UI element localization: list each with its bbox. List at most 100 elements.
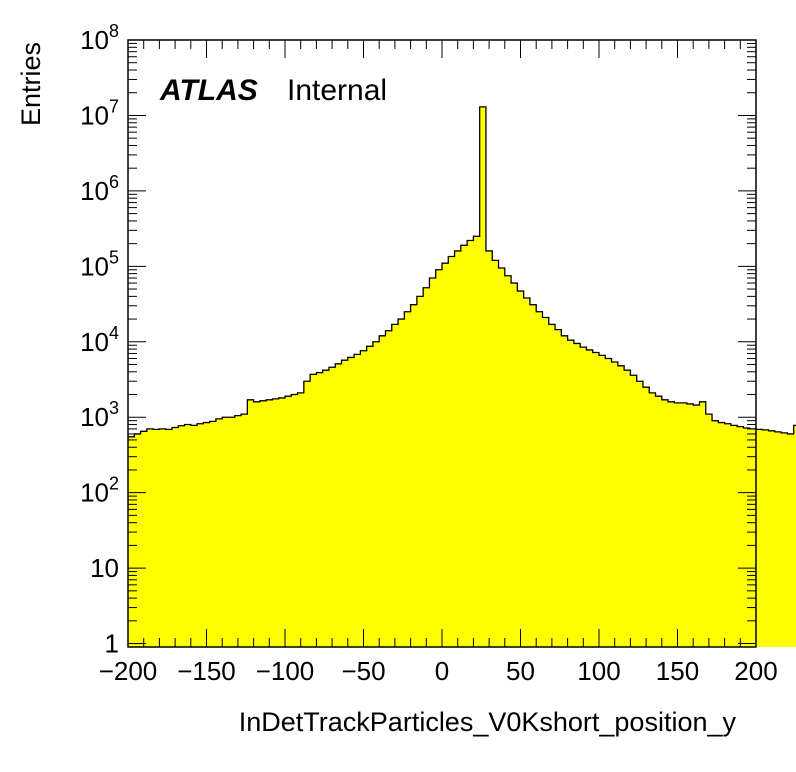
histogram-bin <box>140 431 148 647</box>
histogram-bin <box>542 317 550 647</box>
histogram-bin <box>360 350 368 647</box>
histogram-bin <box>303 381 311 647</box>
histogram-bin <box>297 392 305 647</box>
histogram-bin <box>215 418 223 647</box>
histogram-bin <box>190 425 198 647</box>
histogram-bin <box>756 429 763 647</box>
y-tick-label: 108 <box>80 21 119 55</box>
histogram-bin <box>467 240 474 648</box>
histogram-bin <box>178 425 185 647</box>
histogram-bin <box>316 372 324 647</box>
histogram-bin <box>536 311 543 647</box>
histogram-bin <box>266 399 273 647</box>
histogram-bin <box>504 275 512 647</box>
histogram-bin <box>749 428 757 647</box>
histogram-bin <box>410 304 418 647</box>
x-axis-title: InDetTrackParticles_V0Kshort_position_y <box>239 707 737 737</box>
histogram-bin <box>253 401 261 647</box>
histogram-bin <box>379 335 386 647</box>
histogram-bin <box>398 319 405 647</box>
histogram-bin <box>774 431 782 647</box>
histogram-bin <box>165 429 173 647</box>
histogram-bin <box>630 375 638 647</box>
histogram-bin <box>573 343 581 647</box>
histogram-bin <box>197 423 204 647</box>
histogram-bin <box>234 415 242 647</box>
histogram-bin <box>699 401 707 647</box>
histogram-bin <box>203 422 211 647</box>
y-tick-label: 104 <box>80 323 119 357</box>
histogram-bin <box>442 263 449 647</box>
histogram-bin <box>529 304 537 647</box>
histogram-bin <box>435 269 443 647</box>
histogram-bin <box>624 370 631 647</box>
histogram-bin <box>291 394 298 647</box>
x-tick-label: −150 <box>177 656 236 686</box>
histogram-bin <box>611 361 619 647</box>
histogram-bin <box>580 347 587 647</box>
histogram-bin <box>492 260 499 647</box>
histogram-bin <box>599 355 606 647</box>
histogram-bin <box>153 429 160 647</box>
x-tick-label: −200 <box>99 656 158 686</box>
y-tick-label: 107 <box>80 96 119 130</box>
histogram-bin <box>159 428 167 647</box>
histogram-bin <box>460 245 468 647</box>
histogram-bin <box>642 387 650 647</box>
histogram-bin <box>555 329 562 647</box>
histogram-bin <box>674 402 682 647</box>
histogram-bars <box>128 106 796 648</box>
histogram-bin <box>724 423 732 647</box>
histogram-bin <box>454 250 462 647</box>
histogram-bin <box>693 405 700 647</box>
histogram-bin <box>171 427 179 647</box>
histogram-bin <box>718 422 725 647</box>
histogram-bin <box>228 417 236 647</box>
y-axis-title: Entries <box>16 42 46 126</box>
histogram-bin <box>661 399 669 647</box>
histogram-bin <box>768 430 776 647</box>
y-tick-label: 102 <box>80 474 119 508</box>
y-tick-label: 103 <box>80 398 119 432</box>
histogram-bin <box>686 403 694 647</box>
histogram-bin <box>793 425 796 647</box>
histogram-bin <box>423 287 430 647</box>
histogram-bin <box>134 433 141 647</box>
histogram-bin <box>561 335 568 647</box>
histogram-bin <box>354 354 361 647</box>
histogram-bin <box>548 324 556 647</box>
histogram-bin <box>605 358 612 647</box>
histogram-bin <box>335 363 342 647</box>
histogram-bin <box>241 414 248 647</box>
histogram-bin <box>222 417 229 647</box>
histogram-bin <box>655 396 663 647</box>
histogram-bin <box>385 330 393 647</box>
histogram-bin <box>586 349 594 647</box>
histogram-bin <box>523 298 531 647</box>
histogram-bin <box>285 396 292 647</box>
y-tick-label: 10 <box>90 553 119 583</box>
histogram-bin <box>272 398 280 647</box>
histogram-bin <box>743 427 751 647</box>
histogram-bin <box>322 370 330 647</box>
x-tick-labels: −200 −150 −100 −50 0 50 100 150 200 <box>99 656 778 686</box>
histogram-bin <box>511 283 518 647</box>
histogram-bin <box>372 341 380 647</box>
histogram-bin <box>347 357 355 647</box>
histogram-bin <box>567 340 575 647</box>
histogram-bin <box>473 236 481 647</box>
histogram-bin <box>730 425 738 647</box>
histogram-bin <box>737 426 744 647</box>
x-tick-label: 0 <box>435 656 449 686</box>
histogram-bin <box>485 250 493 647</box>
histogram-bin <box>680 402 688 647</box>
histogram-bin <box>479 106 487 647</box>
histogram-bin <box>247 399 254 647</box>
axis-ticks <box>127 39 757 647</box>
x-tick-label: 200 <box>734 656 777 686</box>
histogram-bin <box>649 392 656 647</box>
histogram-bin <box>668 401 675 647</box>
histogram-bin <box>278 397 286 647</box>
histogram-bin <box>259 400 267 647</box>
